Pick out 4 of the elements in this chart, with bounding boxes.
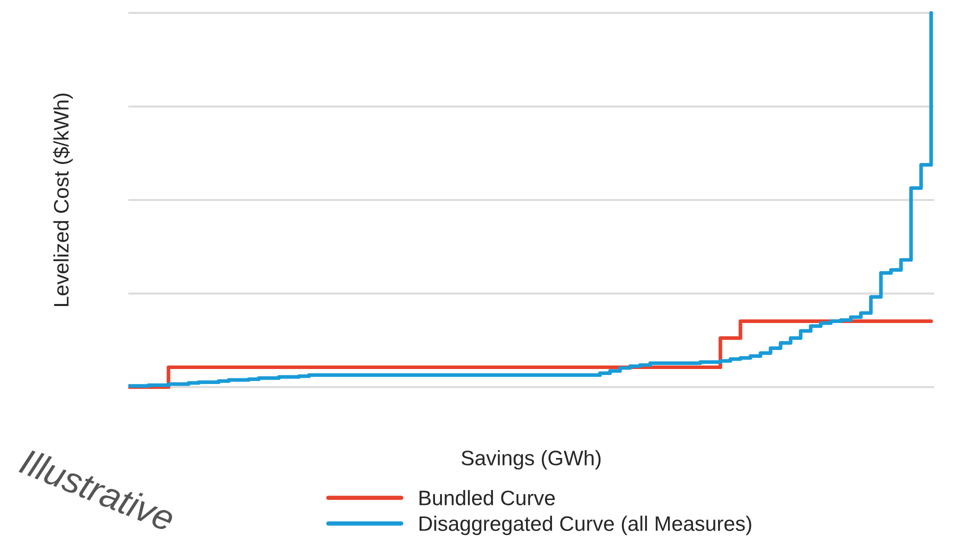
legend-label: Bundled Curve	[420, 490, 555, 506]
y-axis-title: Levelized Cost ($/kWh)	[53, 94, 73, 306]
legend-label: Disaggregated Curve (all Measures)	[420, 516, 752, 536]
x-axis-title: Savings (GWh)	[462, 450, 601, 470]
